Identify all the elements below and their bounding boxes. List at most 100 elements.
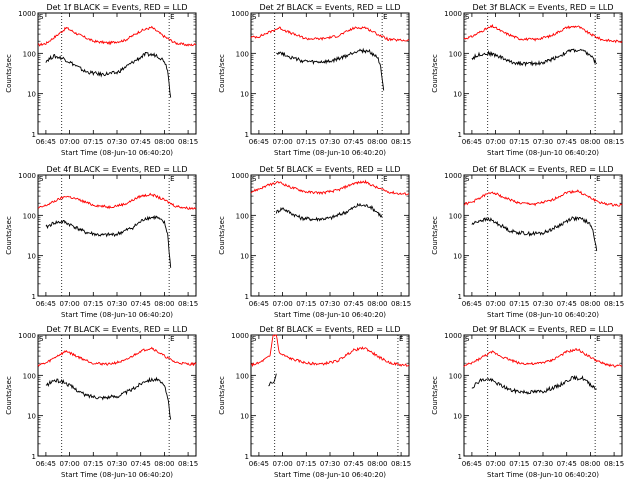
- y-tick-label: 1000: [18, 172, 36, 180]
- x-tick-label: 08:15: [391, 138, 411, 146]
- detector-plot-3: Det 3f BLACK = Events, RED = LLD Counts/s…: [431, 3, 624, 157]
- x-tick-label: 07:00: [486, 300, 506, 308]
- y-axis-label: Counts/sec: [431, 54, 439, 93]
- x-tick-label: 08:15: [391, 460, 411, 468]
- detector-plot-2: Det 2f BLACK = Events, RED = LLD Counts/s…: [218, 3, 411, 157]
- events-series-line: [45, 376, 172, 420]
- x-tick-label: 07:00: [486, 460, 506, 468]
- saa-marker-label: S: [252, 13, 257, 21]
- events-series-line: [471, 215, 598, 252]
- saa-marker-label: E: [596, 335, 600, 343]
- x-tick-label: 08:15: [178, 300, 198, 308]
- saa-marker-label: S: [465, 175, 470, 183]
- events-series-line: [275, 202, 383, 222]
- x-axis-label: Start Time (08-Jun-10 06:40:20): [274, 471, 386, 479]
- x-tick-label: 07:00: [486, 138, 506, 146]
- y-tick-label: 1000: [444, 332, 462, 340]
- detector-plot-9: Det 9f BLACK = Events, RED = LLD Counts/s…: [431, 325, 624, 479]
- y-axis-label: Counts/sec: [218, 216, 226, 255]
- x-tick-label: 07:00: [60, 138, 80, 146]
- y-tick-label: 100: [449, 372, 462, 380]
- x-tick-label: 08:15: [604, 460, 624, 468]
- lld-series-line: [37, 25, 196, 47]
- y-tick-label: 1000: [231, 10, 249, 18]
- lld-series-line: [463, 189, 623, 207]
- y-tick-label: 100: [236, 50, 249, 58]
- detector-plot-7: Det 7f BLACK = Events, RED = LLD Counts/s…: [5, 325, 198, 479]
- plot-title: Det 3f BLACK = Events, RED = LLD: [472, 3, 613, 12]
- plot-title: Det 7f BLACK = Events, RED = LLD: [46, 325, 187, 334]
- events-series-line: [45, 214, 172, 268]
- y-tick-label: 1: [245, 453, 249, 461]
- lld-series-line: [463, 348, 623, 368]
- x-tick-label: 08:15: [604, 300, 624, 308]
- x-tick-label: 06:45: [36, 300, 56, 308]
- x-axis-label: Start Time (08-Jun-10 06:40:20): [274, 149, 386, 157]
- x-tick-label: 06:45: [249, 138, 269, 146]
- detector-plot-8: Det 8f BLACK = Events, RED = LLD Counts/s…: [218, 325, 411, 479]
- x-tick-label: 06:45: [249, 460, 269, 468]
- x-tick-label: 07:15: [83, 300, 103, 308]
- y-tick-label: 1: [32, 453, 36, 461]
- x-axis-label: Start Time (08-Jun-10 06:40:20): [61, 149, 173, 157]
- x-tick-label: 07:15: [83, 460, 103, 468]
- saa-marker-label: E: [170, 175, 174, 183]
- plot-title: Det 2f BLACK = Events, RED = LLD: [259, 3, 400, 12]
- x-tick-label: 07:45: [344, 300, 364, 308]
- lld-series-line: [250, 179, 409, 196]
- y-axis-label: Counts/sec: [5, 54, 13, 93]
- x-tick-label: 08:00: [580, 138, 600, 146]
- x-tick-label: 06:45: [462, 300, 482, 308]
- detector-plot-4: Det 4f BLACK = Events, RED = LLD Counts/s…: [5, 165, 198, 319]
- x-tick-label: 07:30: [320, 300, 340, 308]
- y-axis-label: Counts/sec: [218, 376, 226, 415]
- lld-series-line: [37, 192, 197, 210]
- x-tick-label: 08:00: [154, 138, 174, 146]
- x-tick-label: 07:45: [344, 460, 364, 468]
- x-tick-label: 07:15: [83, 138, 103, 146]
- y-tick-label: 10: [453, 413, 462, 421]
- y-tick-label: 100: [449, 212, 462, 220]
- y-tick-label: 1: [458, 293, 462, 301]
- saa-marker-label: S: [465, 13, 470, 21]
- y-tick-label: 100: [23, 212, 36, 220]
- lld-series-line: [463, 23, 623, 44]
- y-axis-label: Counts/sec: [5, 216, 13, 255]
- plot-title: Det 6f BLACK = Events, RED = LLD: [472, 165, 613, 174]
- x-tick-label: 07:15: [509, 460, 529, 468]
- saa-marker-label: E: [170, 13, 174, 21]
- y-tick-label: 10: [453, 253, 462, 261]
- x-tick-label: 08:00: [367, 460, 387, 468]
- x-tick-label: 08:15: [391, 300, 411, 308]
- lld-series-line: [250, 26, 410, 42]
- x-tick-label: 07:00: [273, 138, 293, 146]
- saa-marker-label: S: [252, 175, 257, 183]
- y-tick-label: 100: [23, 50, 36, 58]
- saa-marker-label: S: [39, 335, 44, 343]
- x-tick-label: 07:45: [557, 300, 577, 308]
- x-axis-label: Start Time (08-Jun-10 06:40:20): [274, 311, 386, 319]
- x-tick-label: 06:45: [36, 138, 56, 146]
- y-tick-label: 100: [236, 212, 249, 220]
- x-tick-label: 07:30: [320, 460, 340, 468]
- x-tick-label: 07:30: [533, 460, 553, 468]
- y-tick-label: 10: [453, 91, 462, 99]
- detector-plot-5: Det 5f BLACK = Events, RED = LLD Counts/s…: [218, 165, 411, 319]
- y-axis-label: Counts/sec: [431, 216, 439, 255]
- x-tick-label: 07:00: [273, 300, 293, 308]
- y-tick-label: 100: [23, 372, 36, 380]
- x-tick-label: 08:00: [154, 300, 174, 308]
- plot-title: Det 1f BLACK = Events, RED = LLD: [46, 3, 187, 12]
- y-tick-label: 1000: [18, 332, 36, 340]
- x-tick-label: 07:30: [107, 300, 127, 308]
- plot-title: Det 4f BLACK = Events, RED = LLD: [46, 165, 187, 174]
- y-tick-label: 100: [449, 50, 462, 58]
- detector-plot-6: Det 6f BLACK = Events, RED = LLD Counts/s…: [431, 165, 624, 319]
- plot-title: Det 5f BLACK = Events, RED = LLD: [259, 165, 400, 174]
- x-tick-label: 07:15: [296, 138, 316, 146]
- detector-plot-1: Det 1f BLACK = Events, RED = LLD Counts/s…: [5, 3, 198, 157]
- saa-marker-label: S: [252, 335, 257, 343]
- x-tick-label: 07:45: [131, 460, 151, 468]
- y-tick-label: 1: [245, 131, 249, 139]
- saa-marker-label: E: [383, 13, 387, 21]
